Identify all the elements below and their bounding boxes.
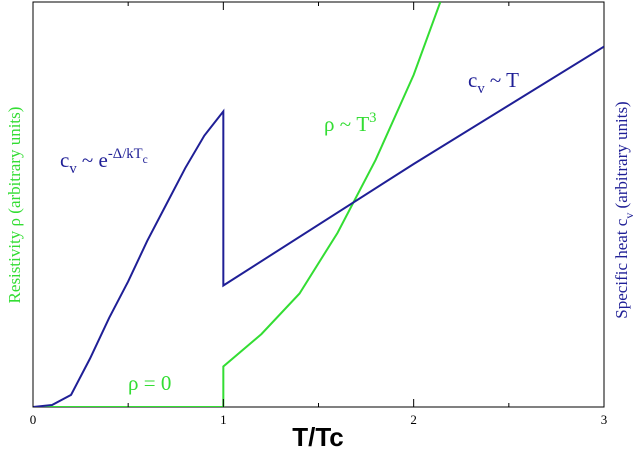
plot-frame (32, 1, 605, 408)
x-axis-label: T/Tc (292, 422, 344, 452)
plot-area (33, 2, 604, 407)
annotation: ρ = 0 (128, 371, 171, 395)
annotation-part: v (69, 161, 77, 177)
x-tick-label: 3 (601, 412, 608, 427)
annotation: ρ ~ T3 (324, 110, 377, 136)
annotation-part: v (477, 81, 485, 97)
data-line (33, 45, 604, 407)
data-line (33, 2, 442, 407)
annotation: cv ~ T (468, 68, 519, 97)
annotation-part: ~ T (485, 68, 519, 92)
y-axis-label: Resistivity ρ (arbitrary units) (5, 107, 24, 304)
annotation-part: ρ = 0 (128, 371, 171, 395)
annotation-part: c (143, 154, 148, 166)
annotation-part: -Δ/kT (108, 146, 143, 162)
y2-axis-label: Specific heat cv (arbitrary units) (612, 101, 636, 318)
y2-axis-label-part: Specific heat c (612, 218, 631, 319)
y2-axis-label-part: (arbitrary units) (612, 101, 631, 212)
annotation-part: 3 (369, 110, 376, 126)
annotation-part: c (60, 148, 69, 172)
annotation-part: ~ e (77, 148, 108, 172)
y-axis-label-part: Resistivity ρ (arbitrary units) (5, 107, 24, 304)
y2-axis-label-part: v (622, 213, 636, 219)
annotation-part: ρ ~ T (324, 112, 369, 136)
x-tick-label: 1 (220, 412, 227, 427)
annotation-part: c (468, 68, 477, 92)
annotation: cv ~ e-Δ/kTc (60, 146, 148, 177)
x-tick-label: 0 (30, 412, 37, 427)
x-tick-label: 2 (410, 412, 417, 427)
